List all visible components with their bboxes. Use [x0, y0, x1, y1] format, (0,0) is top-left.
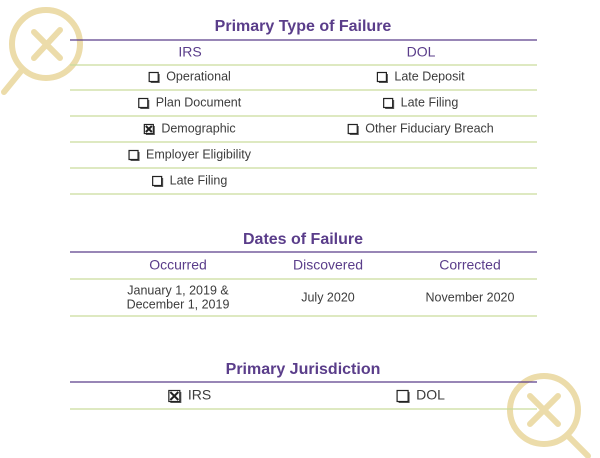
checkbox [383, 97, 394, 109]
checkbox-item: Employer Eligibility [128, 147, 252, 161]
checkbox-item: Plan Document [138, 95, 242, 109]
checkbox [128, 149, 139, 161]
checkbox [347, 123, 358, 135]
checkbox-label: Demographic [161, 121, 235, 135]
magnifier-icon [1, 7, 83, 95]
checkbox [138, 97, 149, 109]
checkbox-item: IRS [168, 387, 211, 403]
column-heading: Corrected [439, 257, 500, 273]
checkbox-label: Late Filing [401, 95, 459, 109]
checkbox [148, 71, 159, 83]
checkbox-item: Demographic [143, 121, 236, 135]
checkbox-item: Late Deposit [376, 69, 465, 83]
section-title: Dates of Failure [243, 231, 363, 248]
check-mark [169, 391, 180, 401]
column-heading: Discovered [293, 257, 363, 273]
checkbox-item: Late Filing [152, 173, 228, 187]
checkbox [152, 175, 163, 187]
date-value: July 2020 [301, 290, 355, 304]
column-heading: Occurred [149, 257, 207, 273]
column-heading: DOL [407, 44, 436, 60]
checkbox-item: Operational [148, 69, 231, 83]
section-title: Primary Jurisdiction [226, 361, 381, 378]
checkbox-label: Other Fiduciary Breach [365, 121, 494, 135]
checkbox-label: DOL [416, 387, 445, 403]
checkbox-label: Operational [166, 69, 231, 83]
checkbox-label: Plan Document [156, 95, 242, 109]
checkbox [396, 389, 409, 403]
checkbox-item: Late Filing [383, 95, 459, 109]
section-title: Primary Type of Failure [215, 18, 392, 35]
checkbox-label: IRS [188, 387, 211, 403]
checkbox [376, 71, 388, 83]
checkbox-item: DOL [396, 387, 445, 403]
checkbox-item: Other Fiduciary Breach [347, 121, 494, 135]
magnifier-icon [507, 373, 591, 458]
date-value: November 2020 [426, 290, 515, 304]
column-heading: IRS [178, 44, 201, 60]
check-mark [145, 125, 153, 133]
checkbox-label: Late Filing [170, 173, 228, 187]
checkbox-label: Employer Eligibility [146, 147, 252, 161]
checkbox-label: Late Deposit [394, 69, 465, 83]
date-value: December 1, 2019 [127, 297, 230, 311]
date-value: January 1, 2019 & [127, 283, 229, 297]
